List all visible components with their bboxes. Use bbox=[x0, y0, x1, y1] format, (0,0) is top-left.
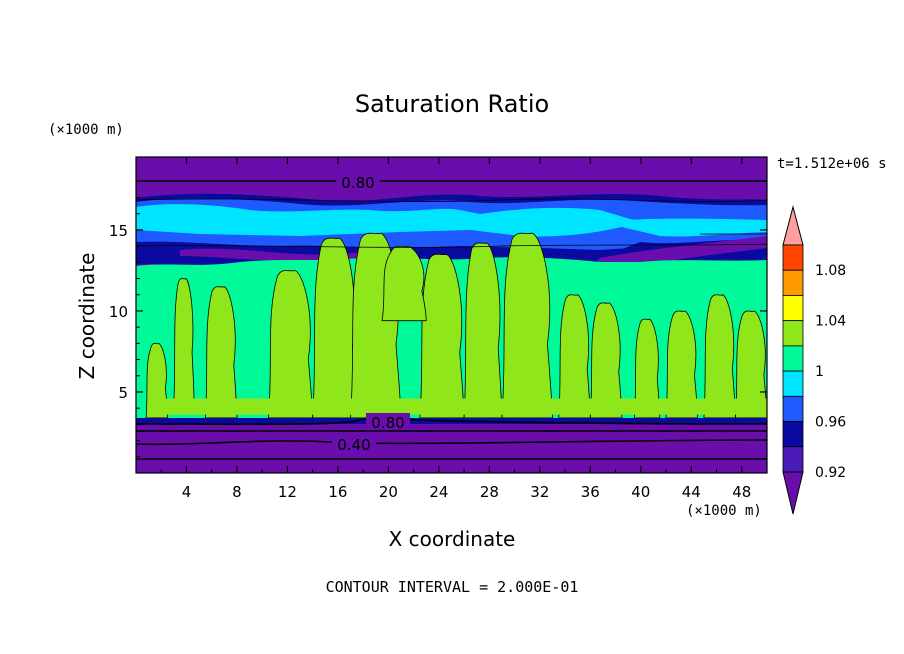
contour-label-mid: 0.80 bbox=[371, 414, 404, 432]
x-unit-label: (×1000 m) bbox=[686, 503, 762, 519]
contour-label-top: 0.80 bbox=[341, 174, 374, 192]
x-tick-label: 20 bbox=[379, 483, 398, 501]
colorbar-swatch bbox=[782, 320, 804, 347]
contour-lines-thin bbox=[136, 198, 767, 248]
x-tick-label: 28 bbox=[480, 483, 499, 501]
supersaturated-plume bbox=[589, 302, 623, 419]
chart-title: Saturation Ratio bbox=[355, 90, 549, 118]
x-tick-label: 16 bbox=[328, 483, 347, 501]
x-tick-label: 24 bbox=[429, 483, 448, 501]
supersaturated-plume bbox=[268, 269, 314, 419]
x-tick-label: 40 bbox=[631, 483, 650, 501]
colorbar-swatch bbox=[782, 370, 804, 397]
time-label: t=1.512e+06 s bbox=[777, 156, 887, 172]
plot-frame bbox=[135, 156, 768, 474]
supersaturated-plume bbox=[501, 232, 553, 419]
colorbar-bottom-arrow bbox=[782, 471, 804, 515]
colorbar-swatch bbox=[782, 446, 804, 473]
x-axis: 4 8 12 16 20 24 28 32 36 40 44 48 bbox=[160, 157, 751, 501]
colorbar-swatch bbox=[782, 295, 804, 322]
y-unit-label: (×1000 m) bbox=[48, 122, 124, 138]
supersaturated-plume bbox=[173, 277, 195, 403]
colorbar-label: 0.92 bbox=[815, 465, 846, 481]
x-tick-label: 8 bbox=[232, 483, 242, 501]
lower-dry-layer bbox=[136, 420, 767, 473]
supersaturated-plume bbox=[204, 286, 238, 419]
contour-interval-note: CONTOUR INTERVAL = 2.000E-01 bbox=[326, 578, 579, 596]
supersaturated-plumes bbox=[145, 232, 767, 419]
colorbar: 0.92 0.96 1 1.04 1.08 bbox=[782, 205, 846, 515]
colorbar-label: 1 bbox=[815, 364, 824, 380]
x-axis-title: X coordinate bbox=[389, 527, 516, 551]
plume-base-band bbox=[148, 398, 767, 415]
x-tick-label: 32 bbox=[530, 483, 549, 501]
supersaturated-plume bbox=[381, 245, 427, 322]
colorbar-swatch bbox=[782, 345, 804, 372]
x-tick-label: 36 bbox=[581, 483, 600, 501]
y-tick-label: 5 bbox=[118, 384, 128, 402]
supersaturated-plume bbox=[558, 294, 591, 419]
y-tick-label: 10 bbox=[109, 303, 128, 321]
colorbar-label: 1.04 bbox=[815, 314, 846, 330]
supersaturated-plume bbox=[463, 242, 503, 419]
supersaturated-plume bbox=[703, 294, 736, 419]
colorbar-swatch bbox=[782, 244, 804, 271]
colorbar-label: 1.08 bbox=[815, 263, 846, 279]
supersaturated-plume bbox=[312, 237, 358, 419]
contour-label-low: 0.40 bbox=[337, 436, 370, 454]
colorbar-swatch bbox=[782, 269, 804, 296]
colorbar-top-arrow bbox=[782, 205, 804, 246]
x-tick-label: 12 bbox=[278, 483, 297, 501]
y-axis: 5 10 15 bbox=[109, 180, 767, 458]
colorbar-swatch bbox=[782, 395, 804, 422]
y-tick-label: 15 bbox=[109, 222, 128, 240]
x-tick-label: 48 bbox=[732, 483, 751, 501]
supersaturated-plume bbox=[419, 253, 465, 419]
x-tick-label: 44 bbox=[682, 483, 701, 501]
plot-area: 0.80 0.80 0.40 bbox=[135, 156, 768, 474]
x-tick-label: 4 bbox=[182, 483, 192, 501]
colorbar-swatch bbox=[782, 421, 804, 448]
colorbar-label: 0.96 bbox=[815, 415, 846, 431]
upper-band-cyan bbox=[136, 204, 640, 237]
y-axis-title: Z coordinate bbox=[75, 253, 99, 380]
upper-band-cyan-2 bbox=[600, 218, 767, 237]
